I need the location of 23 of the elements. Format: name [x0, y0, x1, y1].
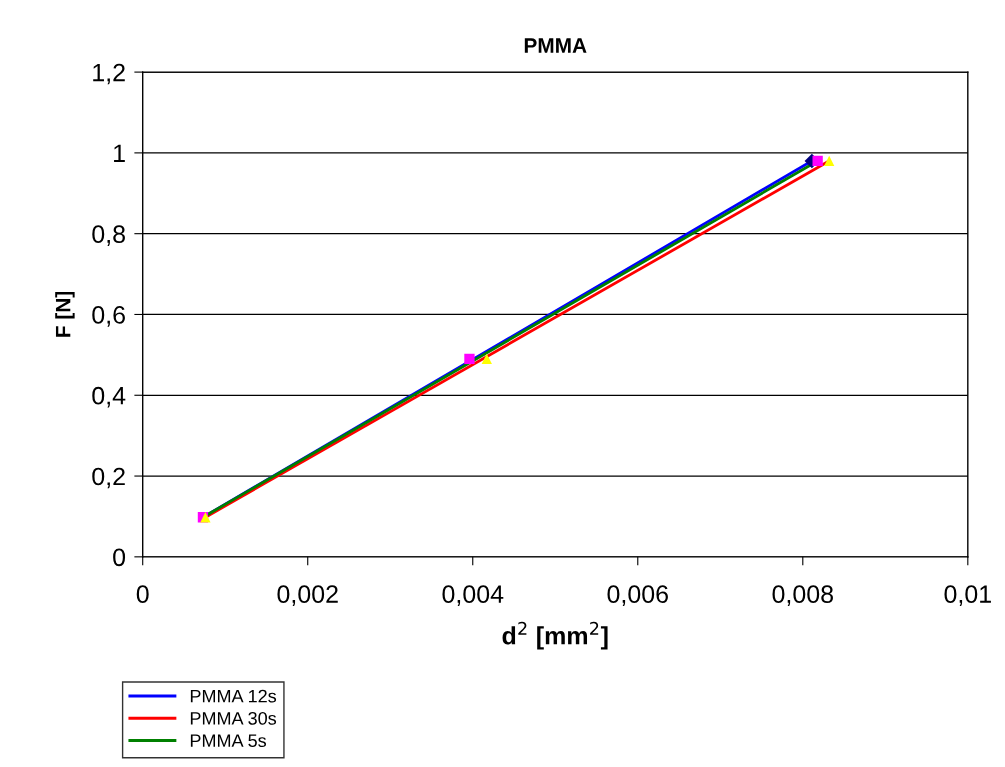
point: [812, 155, 823, 167]
legend-label: PMMA 5s: [190, 734, 267, 748]
legend-label: PMMA 30s: [190, 711, 277, 725]
y-tick-label: 0,8: [92, 225, 125, 246]
x-tick-label: 0,01: [944, 585, 991, 606]
y-tick-label: 1,2: [93, 63, 125, 85]
y-tick-label: 0: [113, 548, 126, 567]
y-tick-label: 0,4: [92, 386, 126, 408]
x-tick-label: 0: [136, 585, 149, 603]
y-tick-label: 0,2: [92, 467, 125, 489]
y-tick-label: 1: [114, 144, 125, 162]
chart-title: PMMA: [524, 38, 587, 53]
y-tick-label: 0,6: [92, 306, 125, 327]
x-tick-label: 0,008: [772, 585, 833, 606]
x-axis-title: d$^{2}$ [mm$^{2}$]: [502, 621, 608, 650]
point: [824, 155, 835, 167]
legend-label: PMMA 12s: [190, 689, 277, 703]
x-tick-label: 0,006: [607, 585, 668, 606]
point: [464, 353, 475, 365]
x-tick-label: 0,004: [442, 585, 504, 606]
point: [481, 353, 492, 365]
x-tick-label: 0,002: [277, 585, 338, 606]
y-axis-title: F [N]: [55, 291, 75, 337]
